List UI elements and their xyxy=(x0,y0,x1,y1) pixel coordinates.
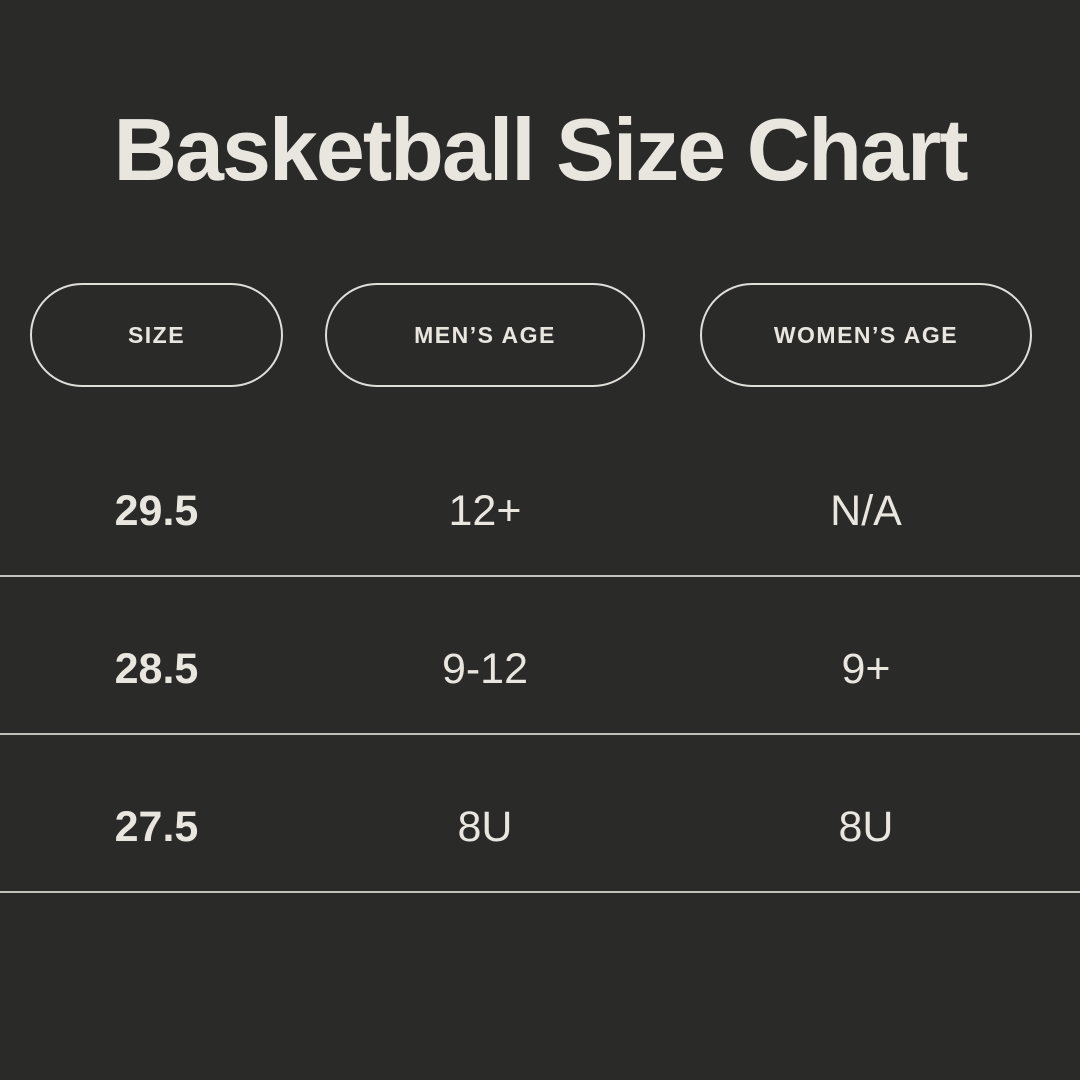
womens-age-cell: 8U xyxy=(838,802,894,851)
header-pill-size: SIZE xyxy=(30,283,283,387)
mens-age-cell: 8U xyxy=(457,802,513,851)
header-pill-mens-age: MEN’S AGE xyxy=(325,283,645,387)
size-cell: 27.5 xyxy=(114,802,199,851)
column-header-size: SIZE xyxy=(127,321,186,348)
size-cell: 28.5 xyxy=(114,644,199,693)
column-header-womens-age: WOMEN’S AGE xyxy=(773,321,959,348)
size-table: 29.5 12+ N/A 28.5 9-12 9+ 27.5 8U 8U xyxy=(0,419,1080,893)
column-header-mens-age: MEN’S AGE xyxy=(414,321,556,348)
table-row: 29.5 12+ N/A xyxy=(0,419,1080,577)
mens-age-cell: 12+ xyxy=(448,486,522,535)
size-cell: 29.5 xyxy=(114,486,199,535)
header-pill-womens-age: WOMEN’S AGE xyxy=(700,283,1032,387)
womens-age-cell: 9+ xyxy=(841,644,891,693)
mens-age-cell: 9-12 xyxy=(441,644,529,693)
table-row: 28.5 9-12 9+ xyxy=(0,577,1080,735)
page-title: Basketball Size Chart xyxy=(113,100,969,199)
table-header-row: SIZE MEN’S AGE WOMEN’S AGE xyxy=(0,283,1080,387)
womens-age-cell: N/A xyxy=(830,486,902,535)
table-row: 27.5 8U 8U xyxy=(0,735,1080,893)
